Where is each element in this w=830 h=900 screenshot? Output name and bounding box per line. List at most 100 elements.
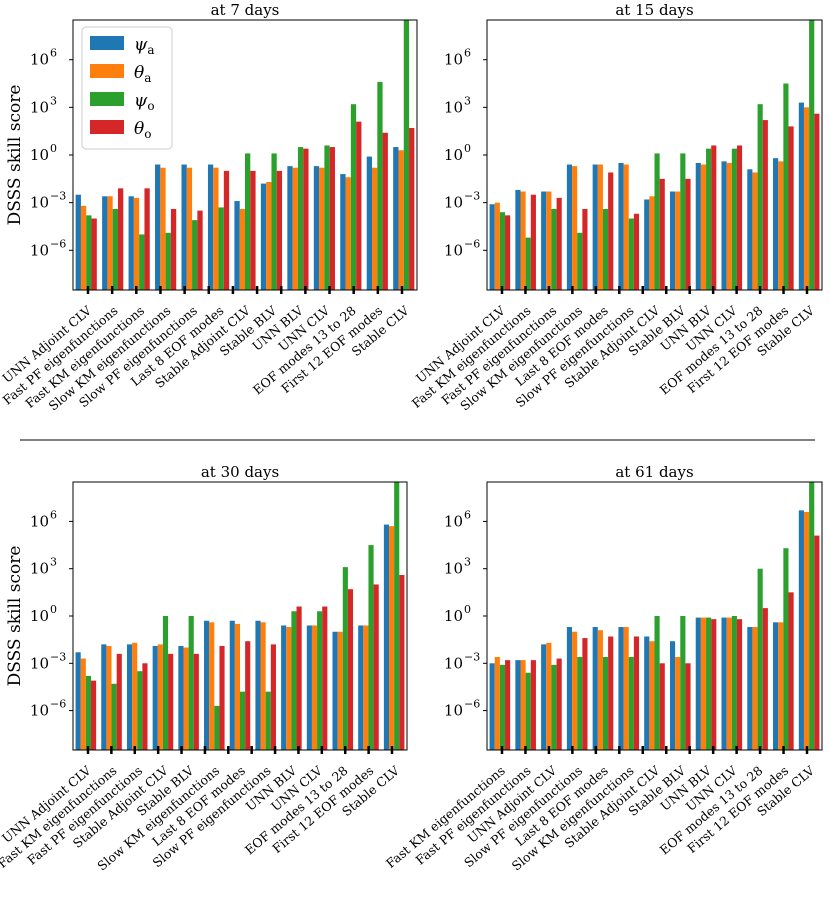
y-tick-label: 10 <box>444 560 463 578</box>
bar-theta_a-9 <box>292 167 298 290</box>
bar-psi_a-3 <box>128 196 134 290</box>
bar-theta_o-3 <box>142 663 148 750</box>
bar-psi_a-11 <box>747 627 753 750</box>
bar-psi_a-9 <box>281 625 287 750</box>
bar-theta_a-10 <box>311 625 318 750</box>
y-tick-label: 10 <box>30 146 49 164</box>
bar-psi_a-10 <box>721 617 727 750</box>
bar-psi_o-1 <box>499 212 506 290</box>
bar-psi_o-10 <box>731 616 737 750</box>
bar-theta_a-8 <box>675 656 681 750</box>
bar-theta_a-13 <box>803 511 810 750</box>
y-tick-exponent: 6 <box>50 508 57 521</box>
y-tick-exponent: −3 <box>50 650 66 663</box>
bar-psi_a-1 <box>489 204 495 290</box>
bar-theta_a-3 <box>133 197 140 290</box>
bar-psi_a-1 <box>75 194 81 290</box>
y-tick-label: 10 <box>444 146 463 164</box>
legend-swatch-psi_o <box>90 92 124 106</box>
bar-theta_a-4 <box>572 166 578 290</box>
bar-psi_o-6 <box>218 207 224 290</box>
y-tick-label: 10 <box>30 194 49 212</box>
bar-psi_a-8 <box>255 620 261 750</box>
bar-theta_o-11 <box>356 121 362 291</box>
bar-psi_o-7 <box>245 153 251 290</box>
y-tick-exponent: 6 <box>50 47 57 60</box>
bar-theta_o-5 <box>193 653 199 750</box>
bar-psi_a-10 <box>313 166 320 290</box>
bar-psi_o-2 <box>111 683 117 750</box>
bar-psi_o-8 <box>680 153 686 290</box>
bar-psi_a-8 <box>260 183 267 290</box>
bar-theta_o-1 <box>91 218 97 290</box>
y-tick-exponent: 3 <box>464 94 471 107</box>
y-tick-label: 10 <box>444 512 463 530</box>
bar-psi_a-8 <box>669 641 676 750</box>
bar-psi_a-1 <box>489 663 495 750</box>
bar-psi_o-13 <box>809 20 815 290</box>
bar-theta_o-8 <box>685 178 691 290</box>
bar-theta_o-2 <box>530 660 536 750</box>
y-tick-label: 10 <box>30 51 49 69</box>
bar-theta_a-12 <box>372 167 378 290</box>
bar-psi_a-2 <box>102 196 108 290</box>
bar-theta_o-1 <box>90 680 97 750</box>
bar-theta_o-6 <box>219 645 225 750</box>
y-tick-exponent: −6 <box>464 698 480 711</box>
bar-theta_a-11 <box>752 172 758 290</box>
bar-theta_a-2 <box>520 660 526 750</box>
bar-theta_a-10 <box>726 162 732 290</box>
bar-theta_o-2 <box>530 194 536 290</box>
bar-theta_o-3 <box>144 188 150 290</box>
bar-theta_a-6 <box>209 622 215 750</box>
bar-psi_a-9 <box>695 162 701 290</box>
bar-theta_a-6 <box>623 164 629 290</box>
bar-psi_a-12 <box>773 158 779 290</box>
bar-psi_a-3 <box>126 644 133 750</box>
bar-psi_a-6 <box>204 620 210 750</box>
bar-psi_o-13 <box>809 482 815 750</box>
bar-theta_o-10 <box>322 606 328 750</box>
bar-theta_a-11 <box>345 177 351 290</box>
bar-psi_o-5 <box>602 209 609 290</box>
y-tick-exponent: 0 <box>50 142 57 155</box>
bar-theta_o-8 <box>685 663 691 750</box>
bar-theta_a-4 <box>572 631 578 750</box>
bar-psi_a-5 <box>181 164 187 290</box>
bar-theta_a-5 <box>186 167 193 290</box>
y-tick-exponent: −3 <box>50 190 66 203</box>
bar-theta_a-6 <box>213 167 219 290</box>
bar-theta_o-4 <box>168 653 174 750</box>
bar-psi_o-6 <box>628 218 634 290</box>
bar-psi_a-5 <box>592 164 598 290</box>
bar-psi_a-7 <box>644 636 650 750</box>
bar-psi_o-3 <box>139 234 145 290</box>
y-tick-label: 10 <box>30 512 49 530</box>
y-tick-label: 10 <box>30 98 49 116</box>
bar-theta_o-4 <box>582 209 588 290</box>
bar-theta_o-4 <box>170 209 177 290</box>
y-tick-exponent: 0 <box>50 603 57 616</box>
bar-psi_a-12 <box>773 622 779 750</box>
bar-psi_o-7 <box>654 153 660 290</box>
bar-theta_o-13 <box>409 128 415 290</box>
bar-psi_o-13 <box>403 20 410 290</box>
y-tick-label: 10 <box>444 241 463 259</box>
legend: ψa θa ψo θo <box>81 26 173 150</box>
panel-title: at 61 days <box>615 463 693 481</box>
bar-theta_a-13 <box>389 526 395 750</box>
bar-theta_a-5 <box>597 630 603 750</box>
bar-psi_a-6 <box>618 627 624 750</box>
bar-psi_o-4 <box>577 232 583 290</box>
bar-psi_a-12 <box>366 156 373 290</box>
bar-theta_o-13 <box>814 113 820 291</box>
bar-psi_a-13 <box>393 147 399 290</box>
y-tick-label: 10 <box>30 241 49 259</box>
y-axis-label: DSSS skill score <box>5 546 25 687</box>
bar-theta_o-10 <box>736 145 743 290</box>
bar-theta_o-10 <box>736 619 743 750</box>
bar-theta_a-7 <box>234 623 240 750</box>
bar-psi_a-2 <box>101 644 107 750</box>
bar-psi_a-6 <box>207 164 214 290</box>
bar-theta_a-5 <box>597 164 603 290</box>
